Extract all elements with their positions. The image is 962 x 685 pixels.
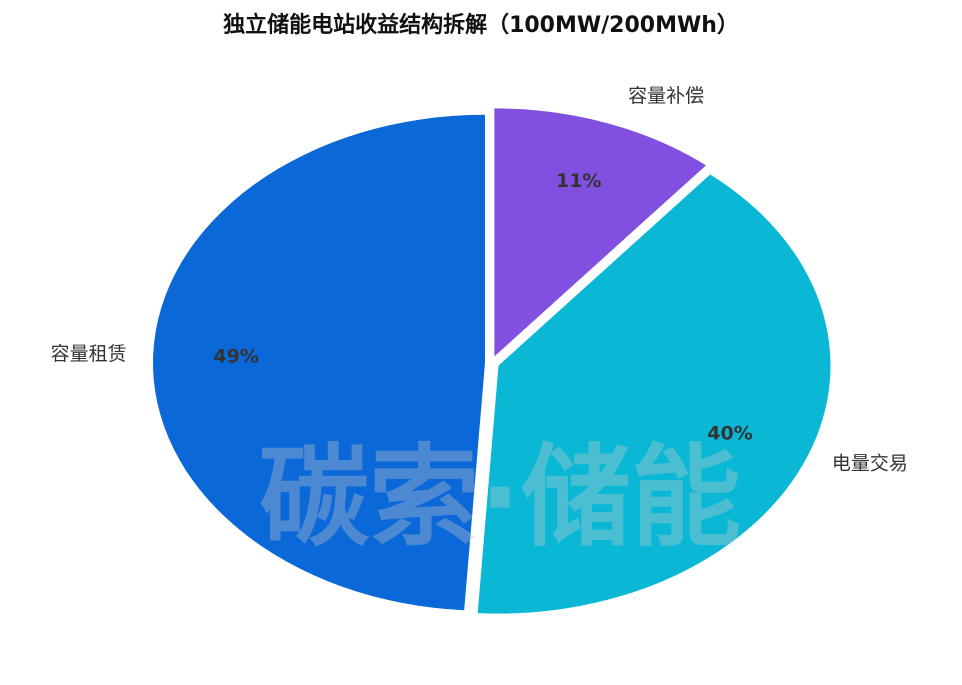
value-label: 40% (707, 423, 752, 445)
value-label: 49% (213, 345, 258, 367)
pie: 11% 40% 49% (153, 108, 831, 614)
pie-slice (477, 174, 831, 614)
value-label: 11% (556, 170, 601, 192)
category-label: 容量租赁 (51, 343, 127, 365)
chart-title: 独立储能电站收益结构拆解（100MW/200MWh） (223, 12, 739, 38)
category-label: 容量补偿 (628, 85, 704, 107)
watermark: 碳索·储能 (259, 433, 741, 561)
pie-slice (494, 108, 706, 357)
category-label: 电量交易 (832, 453, 908, 475)
pie-slice (153, 114, 486, 611)
